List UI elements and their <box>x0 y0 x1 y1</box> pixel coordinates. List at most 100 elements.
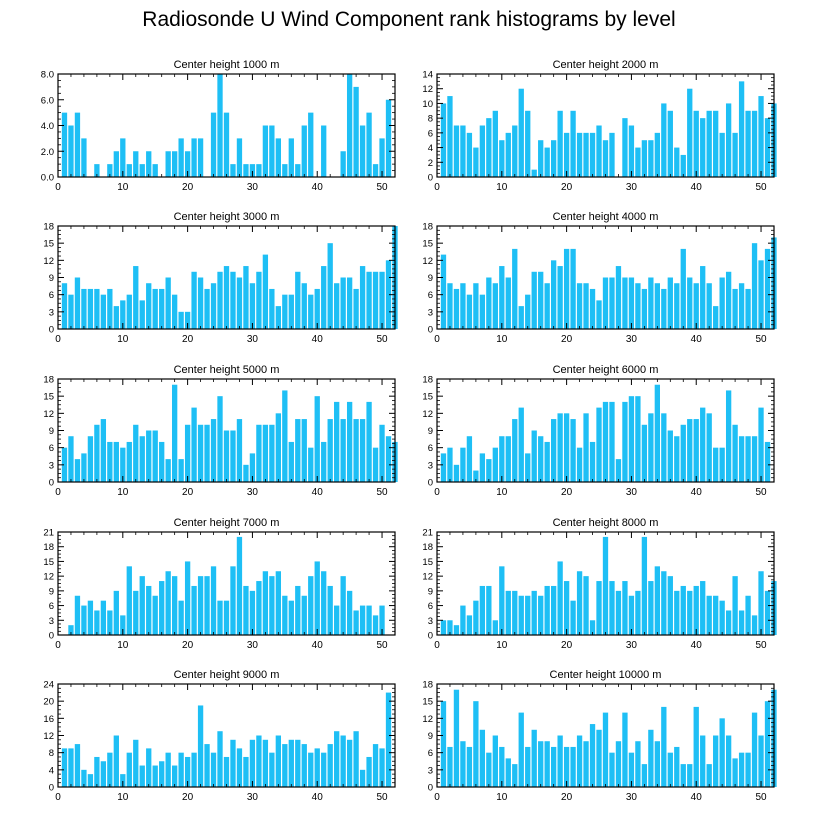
histogram-bar <box>687 764 693 787</box>
histogram-bar <box>479 453 486 482</box>
histogram-bar <box>602 712 609 787</box>
histogram-bar <box>126 294 132 329</box>
histogram-bar <box>667 110 673 177</box>
histogram-bar <box>275 735 281 787</box>
x-tick-label: 10 <box>496 792 508 803</box>
x-tick-label: 20 <box>561 334 573 345</box>
histogram-bar <box>230 566 236 635</box>
histogram-bar <box>654 741 660 787</box>
histogram-bar <box>334 401 340 482</box>
main-title: Radiosonde U Wind Component rank histogr… <box>142 8 676 31</box>
y-tick-label: 15 <box>422 697 433 708</box>
y-tick-label: 24 <box>43 680 54 691</box>
histogram-bar <box>120 615 126 635</box>
histogram-bar <box>288 600 294 635</box>
histogram-bar <box>719 718 725 787</box>
histogram-bar <box>738 610 745 635</box>
x-tick-label: 20 <box>182 487 194 498</box>
y-tick-label: 15 <box>43 392 54 403</box>
histogram-bar <box>460 741 466 787</box>
panel-title: Center height 7000 m <box>174 517 280 529</box>
histogram-bar <box>217 600 223 635</box>
histogram-bar <box>473 701 479 787</box>
histogram-bar <box>366 401 372 482</box>
panel-1: Center height 1000 m 0 10 20 30 40 50 0.0 2.0 4.0… <box>41 59 396 193</box>
histogram-bar <box>87 288 94 329</box>
histogram-bar <box>693 283 699 329</box>
histogram-bar <box>764 590 771 635</box>
histogram-bar <box>732 424 738 482</box>
histogram-bar <box>667 752 673 787</box>
histogram-bar <box>74 112 81 178</box>
histogram-bar <box>120 447 126 482</box>
histogram-bar <box>146 430 152 482</box>
x-tick-label: 30 <box>626 182 638 193</box>
histogram-bar <box>159 761 165 787</box>
histogram-bar <box>713 110 719 177</box>
histogram-bar <box>288 138 294 178</box>
histogram-bar <box>453 689 460 787</box>
histogram-bar <box>745 110 751 177</box>
histogram-bar <box>732 288 738 329</box>
y-tick-label: 15 <box>422 239 433 250</box>
histogram-bar <box>204 424 210 482</box>
histogram-bar <box>191 752 197 787</box>
histogram-bar <box>191 271 197 329</box>
histogram-bar <box>243 756 249 787</box>
histogram-bar <box>609 401 615 482</box>
histogram-bar <box>544 147 550 177</box>
histogram-bar <box>372 271 379 329</box>
y-tick-label: 12 <box>422 84 433 95</box>
panel-8: Center height 8000 m 0 10 20 30 40 50 0 3 6 9 12 15 1… <box>422 517 777 651</box>
panel-10: Center height 10000 m 0 10 20 30 40 50 0 3 6 9 12 15… <box>422 669 777 803</box>
panel-title: Center height 1000 m <box>174 59 280 71</box>
y-tick-label: 12 <box>43 731 54 742</box>
histogram-bar <box>282 164 288 178</box>
histogram-bar <box>758 735 764 787</box>
histogram-bar <box>321 441 327 482</box>
histogram-bar <box>100 600 107 635</box>
histogram-bar <box>596 729 602 787</box>
histogram-bar <box>68 625 74 635</box>
histogram-bar <box>308 447 314 482</box>
histogram-bar <box>262 254 269 329</box>
y-tick-label: 6 <box>49 443 54 454</box>
histogram-bar <box>210 283 217 329</box>
histogram-bar <box>609 581 615 635</box>
histogram-bar <box>732 132 738 177</box>
histogram-bar <box>249 739 256 787</box>
histogram-bar <box>353 419 359 482</box>
histogram-bar <box>706 764 712 787</box>
histogram-bar <box>570 746 576 787</box>
x-tick-label: 30 <box>626 334 638 345</box>
y-tick-label: 18 <box>43 222 54 233</box>
x-tick-label: 0 <box>434 334 440 345</box>
histogram-bar <box>492 447 498 482</box>
histogram-bar <box>602 401 609 482</box>
histogram-bar <box>551 419 557 482</box>
histogram-bar <box>68 436 74 482</box>
y-tick-label: 12 <box>422 572 433 583</box>
histogram-bar <box>725 735 732 787</box>
histogram-bar <box>107 288 113 329</box>
histogram-bar <box>486 752 492 787</box>
histogram-bar <box>661 413 667 482</box>
histogram-bar <box>100 761 107 787</box>
histogram-bar <box>146 748 152 788</box>
histogram-bar <box>366 112 372 178</box>
x-tick-label: 40 <box>691 640 703 651</box>
histogram-bar <box>719 132 725 177</box>
histogram-bar <box>551 140 557 177</box>
histogram-bar <box>460 283 466 329</box>
histogram-bar <box>262 125 269 177</box>
y-tick-label: 6 <box>49 601 54 612</box>
y-tick-label: 14 <box>422 70 433 81</box>
panel-title: Center height 3000 m <box>174 211 280 223</box>
histogram-bar <box>120 774 126 788</box>
x-tick-label: 30 <box>247 640 259 651</box>
histogram-bar <box>531 169 537 177</box>
histogram-bar <box>282 294 288 329</box>
histogram-bar <box>133 424 139 482</box>
histogram-bar <box>576 132 583 177</box>
histogram-bar <box>217 74 223 177</box>
